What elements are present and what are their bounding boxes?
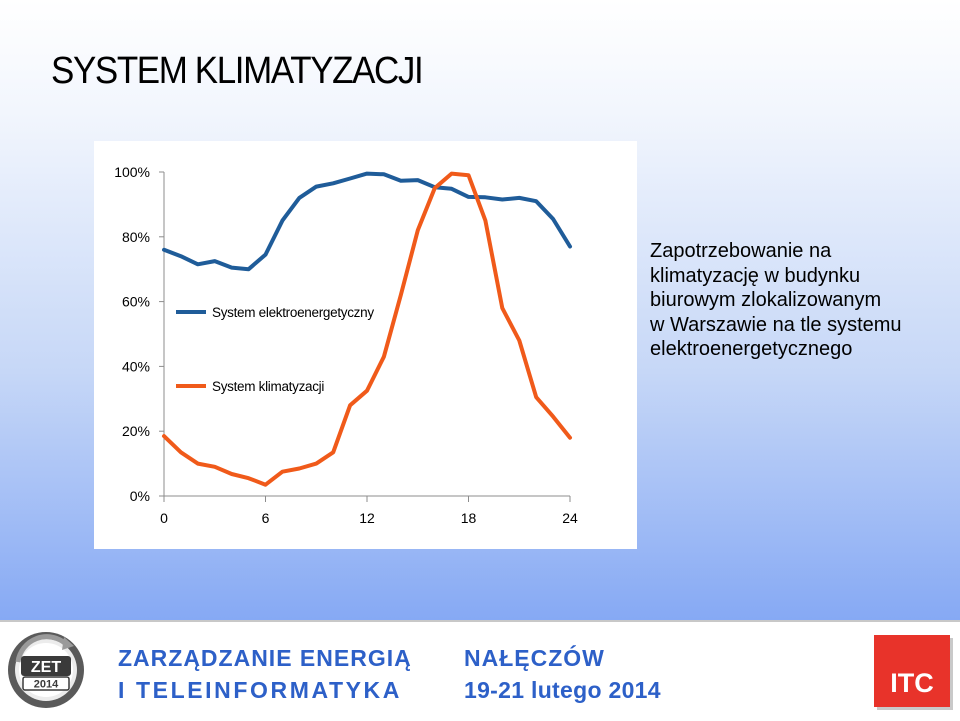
description-line: w Warszawie na tle systemu	[650, 313, 902, 336]
chart-panel: 0% 20% 40% 60% 80% 100% 0 6 12 18 24 System elektro…	[94, 141, 637, 549]
y-tick-label: 40%	[122, 358, 150, 374]
description-line: klimatyzację w budynku	[650, 264, 861, 287]
series-line-1	[162, 171, 572, 272]
x-tick-label: 18	[461, 510, 477, 526]
y-tick-label: 20%	[122, 423, 150, 439]
description-line: elektroenergetycznego	[650, 338, 853, 360]
y-tick-label: 60%	[122, 294, 150, 310]
y-tick-label: 0%	[130, 488, 150, 504]
itc-badge: ITC	[874, 635, 950, 707]
itc-badge-label: ITC	[890, 668, 934, 698]
footer-line2-right: 19-21 lutego 2014	[464, 677, 661, 703]
footer-line2-left: I TELEINFORMATYKA	[118, 677, 402, 703]
line-chart: 0% 20% 40% 60% 80% 100% 0 6 12 18 24 System elektro…	[114, 164, 578, 526]
y-tick-label: 80%	[122, 229, 150, 245]
series-line-2	[162, 171, 572, 487]
footer-line1-left: ZARZĄDZANIE ENERGIĄ	[118, 645, 412, 671]
slide-background: SYSTEM KLIMATYZACJI 0% 20% 40% 60% 80% 100% 0 6…	[0, 0, 960, 620]
description-line: biurowym zlokalizowanym	[650, 289, 882, 311]
slide-title: SYSTEM KLIMATYZACJI	[51, 50, 424, 92]
zet-2014-logo: ZET 2014	[8, 632, 84, 708]
legend-label: System elektroenergetyczny	[212, 305, 374, 320]
description-line: Zapotrzebowanie na	[650, 240, 832, 262]
footer-line1-right: NAŁĘCZÓW	[464, 645, 605, 671]
logo-text-bottom: 2014	[34, 679, 59, 691]
legend-label: System klimatyzacji	[212, 379, 324, 394]
x-tick-label: 6	[262, 510, 270, 526]
y-tick-label: 100%	[114, 164, 150, 180]
chart-description: Zapotrzebowanie na klimatyzację w budynk…	[650, 239, 950, 362]
logo-text-top: ZET	[31, 659, 61, 676]
x-tick-label: 24	[562, 510, 578, 526]
footer: ZET 2014 ZARZĄDZANIE ENERGIĄ I TELEINFOR…	[0, 620, 960, 721]
x-tick-label: 12	[359, 510, 375, 526]
x-tick-label: 0	[160, 510, 168, 526]
